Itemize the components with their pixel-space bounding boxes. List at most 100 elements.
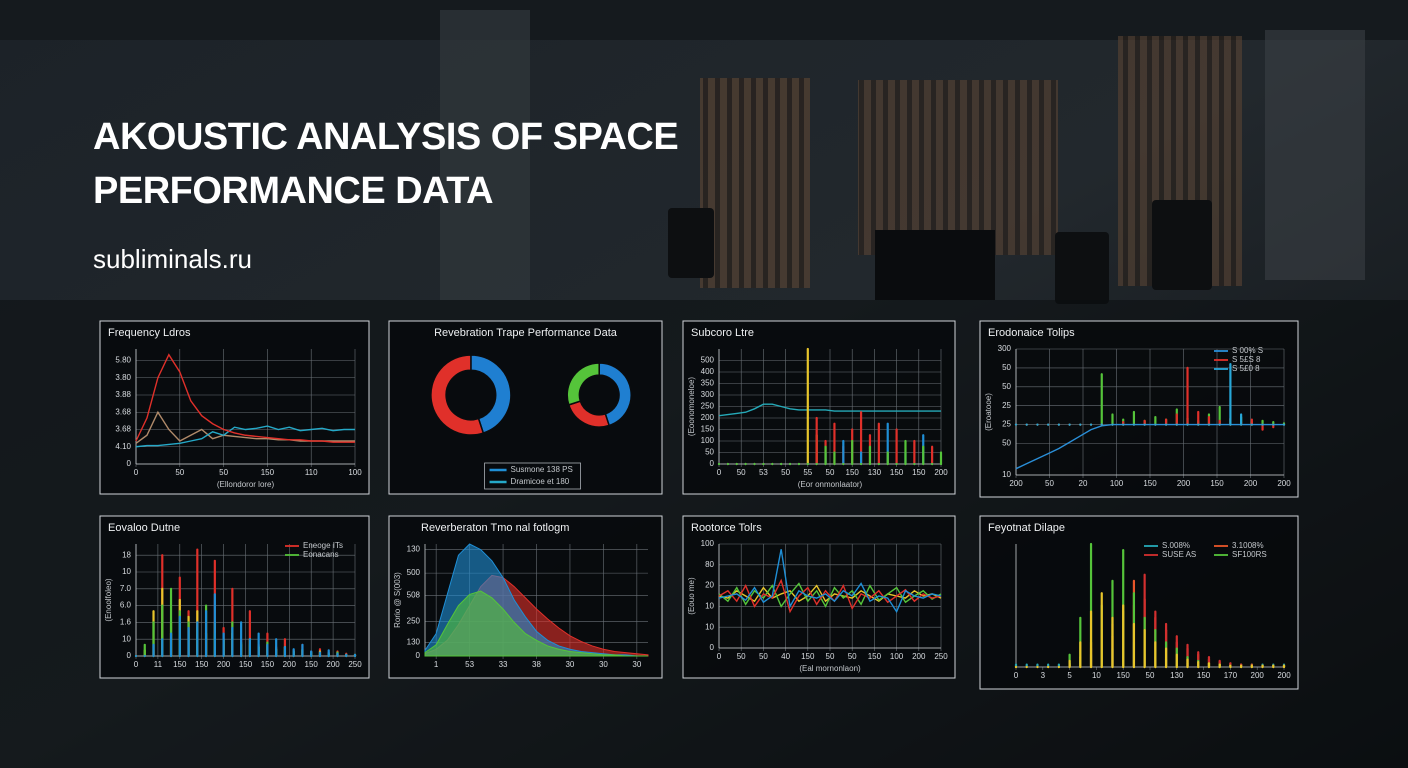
x-tick-label: 30 (565, 660, 574, 669)
y-tick-label: 10 (705, 602, 714, 611)
legend-label: Susmone 138 PS (511, 465, 573, 474)
x-tick-label: 5 (1067, 671, 1072, 680)
y-tick-label: 0 (710, 459, 715, 468)
speaker (668, 208, 714, 278)
x-tick-label: 55 (803, 468, 812, 477)
x-tick-label: 50 (1045, 479, 1054, 488)
x-tick-label: 0 (134, 660, 139, 669)
x-axis-label: (Ellondoror lore) (217, 480, 275, 489)
y-tick-label: 3.68 (115, 425, 131, 434)
x-tick-label: 50 (759, 652, 768, 661)
legend-label: SUSE AS (1162, 550, 1196, 559)
chart-title: Rootorce Tolrs (691, 522, 762, 534)
chart-title: Feyotnat Dilape (988, 522, 1065, 534)
y-tick-label: 3.88 (115, 390, 131, 399)
y-tick-label: 350 (701, 379, 715, 388)
x-tick-label: 53 (465, 660, 474, 669)
x-tick-label: 38 (532, 660, 541, 669)
y-tick-label: 10 (122, 634, 131, 643)
y-tick-label: 5.80 (115, 356, 131, 365)
speaker (1055, 232, 1109, 304)
y-tick-label: 10 (705, 622, 714, 631)
x-tick-label: 200 (934, 468, 948, 477)
chart-panel (682, 320, 956, 495)
chart-title: Reverberaton Tmo nal fotlogm (421, 522, 569, 534)
legend-label: S.008% (1162, 541, 1190, 550)
y-tick-label: 500 (407, 568, 421, 577)
y-tick-label: 400 (701, 367, 715, 376)
donut-segment (470, 354, 512, 434)
x-tick-label: 50 (1146, 671, 1155, 680)
series-line (135, 425, 355, 448)
x-tick-label: 200 (326, 660, 340, 669)
x-tick-label: 0 (717, 652, 722, 661)
legend-label: Eonacans (303, 550, 339, 559)
x-tick-label: 150 (912, 468, 926, 477)
donut-segment (430, 354, 485, 436)
y-axis-label: (Enoolfoleo) (104, 578, 113, 621)
x-tick-label: 10 (1092, 671, 1101, 680)
y-tick-label: 3.68 (115, 407, 131, 416)
y-tick-label: 1.6 (120, 618, 132, 627)
legend-label: S 5£S 8 (1232, 355, 1261, 364)
x-tick-label: 150 (261, 468, 275, 477)
y-tick-label: 0 (127, 459, 132, 468)
y-tick-label: 6.0 (120, 601, 132, 610)
x-tick-label: 50 (219, 468, 228, 477)
x-tick-label: 150 (261, 660, 275, 669)
acoustic-slats (700, 78, 810, 288)
x-tick-label: 100 (1110, 479, 1124, 488)
y-tick-label: 25 (1002, 420, 1011, 429)
y-axis-label: (Eroatooe) (984, 393, 993, 431)
y-tick-label: 20 (705, 581, 714, 590)
legend-label: Dramicoe et 180 (511, 477, 570, 486)
x-tick-label: 0 (717, 468, 722, 477)
ceiling (0, 0, 1408, 40)
x-tick-label: 1 (434, 660, 439, 669)
y-tick-label: 100 (701, 539, 715, 548)
chart-panel (979, 320, 1299, 498)
x-tick-label: 130 (868, 468, 882, 477)
y-tick-label: 300 (701, 390, 715, 399)
y-tick-label: 250 (407, 616, 421, 625)
x-tick-label: 100 (890, 652, 904, 661)
monitor (875, 230, 995, 300)
x-tick-label: 50 (175, 468, 184, 477)
x-tick-label: 50 (737, 468, 746, 477)
series-line (718, 549, 942, 614)
x-tick-label: 50 (781, 468, 790, 477)
legend-label: Eneoge ITs (303, 541, 343, 550)
legend-label: 3.1008% (1232, 541, 1264, 550)
x-tick-label: 200 (912, 652, 926, 661)
y-tick-label: 250 (701, 402, 715, 411)
x-tick-label: 150 (801, 652, 815, 661)
x-tick-label: 200 (1009, 479, 1023, 488)
x-axis-label: (Eor onmonlaator) (798, 480, 863, 489)
y-tick-label: 200 (701, 413, 715, 422)
x-tick-label: 200 (1251, 671, 1265, 680)
y-tick-label: 500 (701, 356, 715, 365)
chart-title: Eovaloo Dutne (108, 522, 180, 534)
x-tick-label: 200 (217, 660, 231, 669)
chart-title: Frequency Ldros (108, 327, 191, 339)
y-tick-label: 50 (705, 448, 714, 457)
y-axis-label: (Eoonomoneloe) (687, 377, 696, 436)
legend-label: S 00% S (1232, 346, 1263, 355)
y-tick-label: 130 (407, 545, 421, 554)
y-axis-label: Rorio @ S(003) (393, 572, 402, 628)
x-tick-label: 150 (1197, 671, 1211, 680)
series-area (424, 590, 648, 657)
x-tick-label: 150 (1143, 479, 1157, 488)
y-tick-label: 4.10 (115, 442, 131, 451)
y-tick-label: 10 (1002, 470, 1011, 479)
x-tick-label: 200 (283, 660, 297, 669)
chart-panel (99, 320, 370, 495)
chart-title: Revebration Trape Performance Data (434, 327, 618, 339)
y-tick-label: 508 (407, 591, 421, 600)
y-axis-label: (Eouo me) (687, 577, 696, 615)
series-line (718, 403, 941, 417)
x-tick-label: 11 (154, 660, 163, 669)
legend-label: SF100RS (1232, 550, 1267, 559)
page-title: AKOUSTIC ANALYSIS OF SPACE PERFORMANCE D… (93, 116, 679, 212)
